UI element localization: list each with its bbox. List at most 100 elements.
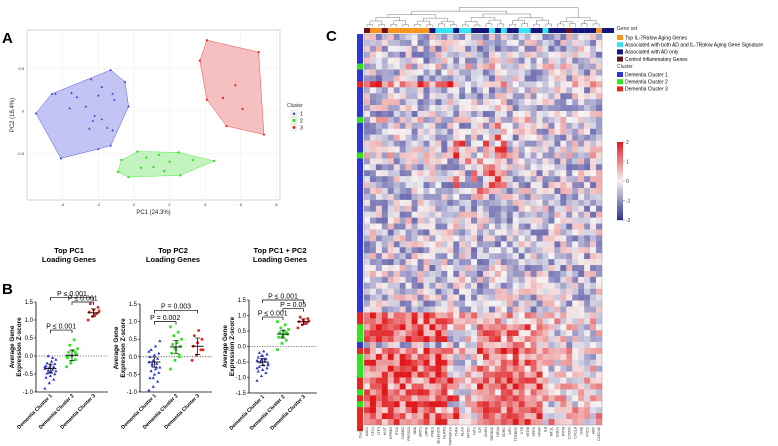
- heatmap-cell: [584, 342, 591, 349]
- heatmap-cell: [512, 152, 519, 159]
- heatmap-cell: [500, 199, 507, 206]
- heatmap-cell: [471, 294, 478, 301]
- heatmap-cell: [435, 140, 442, 147]
- heatmap-cell: [483, 122, 490, 129]
- heatmap-cell: [548, 152, 555, 159]
- heatmap-cell: [488, 158, 496, 165]
- heatmap-cell: [506, 294, 513, 301]
- heatmap-cell: [465, 407, 472, 414]
- heatmap-cell: [399, 51, 406, 58]
- heatmap-cell: [542, 140, 549, 147]
- heatmap-gene-label: PMLS: [431, 426, 435, 436]
- heatmap-cell: [572, 87, 579, 94]
- heatmap-cell: [572, 146, 579, 153]
- row-annotation-cluster-1: [357, 199, 363, 207]
- heatmap-cell: [465, 282, 472, 289]
- heatmap-cell: [441, 300, 448, 307]
- heatmap-cell: [364, 383, 371, 390]
- heatmap-cell: [405, 57, 412, 64]
- heatmap-cell: [590, 128, 597, 135]
- heatmap-cell: [447, 342, 454, 349]
- heatmap-cell: [554, 39, 561, 46]
- row-annotation-cluster-3: [357, 425, 363, 432]
- heatmap-cell: [524, 205, 531, 212]
- heatmap-cell: [578, 294, 585, 301]
- heatmap-cell: [447, 105, 454, 112]
- row-annotation-cluster-1: [357, 164, 363, 171]
- dotplot-point: [65, 365, 68, 369]
- heatmap-cell: [429, 294, 436, 301]
- heatmap-cell: [423, 294, 430, 301]
- dotplot-point: [305, 321, 309, 325]
- heatmap-cell: [417, 170, 424, 177]
- heatmap-cell: [566, 211, 573, 218]
- heatmap-cell: [399, 377, 406, 384]
- heatmap-cell: [429, 199, 436, 206]
- heatmap-cell: [518, 419, 525, 426]
- heatmap-cell: [500, 111, 507, 118]
- dotplot-point: [259, 354, 264, 357]
- heatmap-cell: [471, 140, 478, 147]
- heatmap-cell: [477, 223, 484, 230]
- heatmap-cell: [548, 401, 555, 408]
- heatmap-cell: [465, 134, 472, 141]
- heatmap-cell: [483, 63, 490, 70]
- heatmap-cell: [518, 34, 525, 41]
- heatmap-cell: [405, 347, 412, 355]
- heatmap-cell: [506, 105, 513, 112]
- heatmap-cell: [387, 265, 394, 272]
- heatmap-cell: [453, 111, 460, 118]
- heatmap-cell: [387, 229, 394, 236]
- heatmap-cell: [381, 235, 388, 242]
- heatmap-cell: [423, 87, 430, 94]
- heatmap-cell: [417, 371, 424, 378]
- heatmap-cell: [518, 276, 525, 283]
- heatmap-cell: [518, 128, 525, 135]
- heatmap-cell: [488, 45, 496, 52]
- heatmap-cell: [477, 39, 484, 46]
- heatmap-cell: [578, 324, 585, 331]
- pca-point-cluster-2: [179, 174, 182, 177]
- heatmap-cell: [536, 253, 543, 260]
- heatmap-cell: [459, 312, 466, 319]
- heatmap-cell: [578, 347, 585, 355]
- dotplot-category-label: Dementia Cluster 1: [120, 393, 158, 431]
- gene-set-legend-swatch-0: [617, 35, 623, 40]
- heatmap-cell: [572, 342, 579, 349]
- heatmap-cell: [429, 152, 436, 159]
- heatmap-cell: [542, 122, 549, 129]
- heatmap-cell: [375, 247, 382, 254]
- heatmap-gene-label: CXCR3: [567, 427, 571, 439]
- heatmap-cell: [453, 336, 460, 343]
- dotplot-point: [257, 351, 261, 354]
- heatmap-cell: [512, 105, 519, 112]
- dotplot-point: [154, 362, 159, 366]
- column-annotation-navy: [548, 28, 555, 33]
- heatmap-cell: [542, 199, 549, 206]
- heatmap-cell: [548, 63, 555, 70]
- heatmap-cell: [488, 134, 496, 141]
- heatmap-cell: [560, 407, 567, 414]
- heatmap-cell: [596, 353, 603, 360]
- heatmap-cell: [393, 282, 400, 289]
- heatmap-cell: [369, 182, 377, 189]
- heatmap-cell: [518, 188, 525, 195]
- heatmap-gene-label: SDHD: [502, 427, 506, 438]
- heatmap-cell: [399, 413, 406, 420]
- heatmap-cell: [560, 152, 567, 159]
- heatmap-cell: [369, 205, 377, 212]
- heatmap-cell: [494, 389, 501, 396]
- heatmap-cell: [494, 413, 501, 420]
- heatmap-cell: [518, 99, 525, 106]
- heatmap-cell: [381, 116, 388, 124]
- heatmap-cell: [477, 75, 484, 82]
- heatmap-cell: [494, 276, 501, 283]
- heatmap-cell: [387, 199, 394, 206]
- heatmap-cell: [375, 111, 382, 118]
- heatmap-cell: [518, 318, 525, 325]
- heatmap-cell: [447, 158, 454, 165]
- heatmap-cell: [459, 105, 466, 112]
- heatmap-cell: [524, 211, 531, 218]
- pca-point-cluster-1: [75, 95, 79, 99]
- heatmap-cell: [578, 51, 585, 58]
